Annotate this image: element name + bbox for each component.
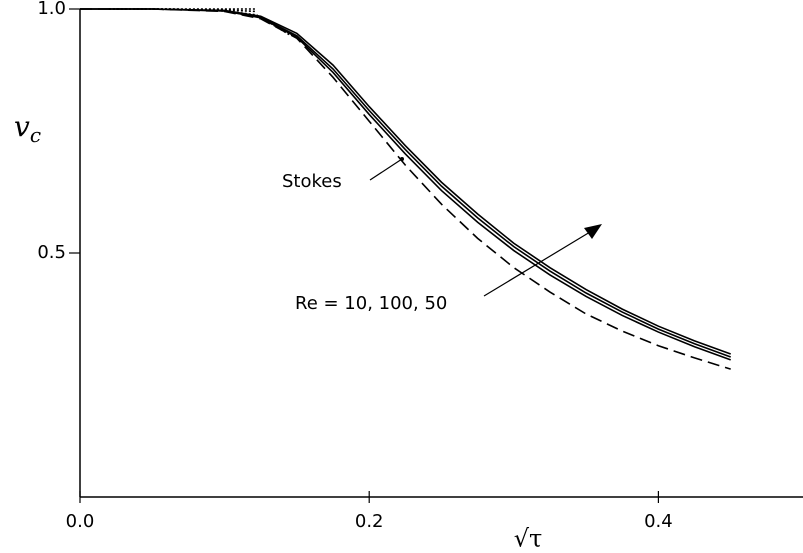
arrow-head <box>584 224 602 239</box>
x-axis-label: √τ <box>514 525 543 553</box>
x-tick-label: 0.0 <box>66 511 95 532</box>
y-tick-label: 0.5 <box>37 242 66 263</box>
annotation-arrow <box>483 231 591 297</box>
curve <box>80 8 731 361</box>
y-axis-label-main: v <box>14 110 30 143</box>
annotation-pointer <box>369 158 403 181</box>
y-axis-label: vc <box>14 110 41 147</box>
y-axis-label-sub: c <box>30 123 41 147</box>
x-tick-label: 0.4 <box>644 511 673 532</box>
y-tick-label: 1.0 <box>37 0 66 19</box>
annotation: Re = 10, 100, 50 <box>295 293 447 314</box>
annotation: Stokes <box>282 171 342 192</box>
curve <box>108 8 291 36</box>
x-tick-label: 0.2 <box>355 511 384 532</box>
curve <box>80 8 731 370</box>
